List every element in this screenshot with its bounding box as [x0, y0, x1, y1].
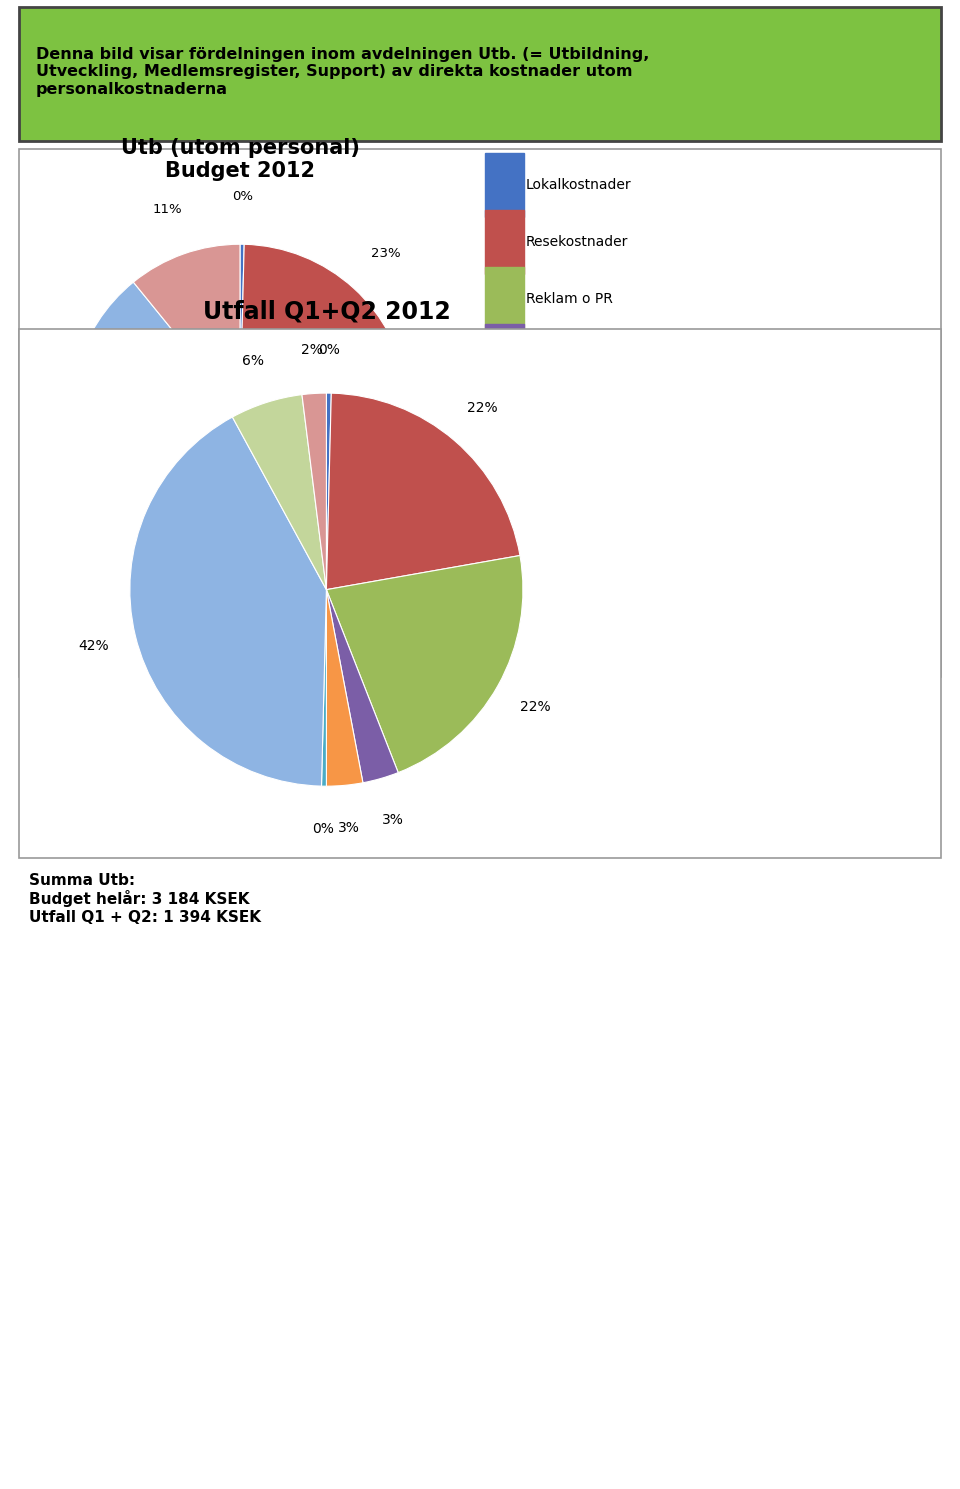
Wedge shape	[302, 393, 326, 590]
Bar	[485, 323, 524, 389]
Text: Externa tjänster: Externa tjänster	[526, 520, 637, 535]
Text: 42%: 42%	[78, 639, 108, 652]
Wedge shape	[326, 555, 523, 773]
Text: Reklam o PR: Reklam o PR	[526, 292, 612, 307]
Wedge shape	[240, 414, 263, 581]
Title: Utfall Q1+Q2 2012: Utfall Q1+Q2 2012	[203, 299, 450, 325]
Text: Styrelse, revisor: Styrelse, revisor	[526, 463, 637, 478]
Text: 0%: 0%	[319, 342, 341, 357]
Text: 6%: 6%	[242, 354, 264, 368]
Wedge shape	[326, 590, 398, 783]
Text: Tele o post: Tele o post	[526, 406, 600, 420]
Wedge shape	[240, 414, 283, 581]
Text: 3%: 3%	[338, 822, 360, 835]
Bar	[485, 152, 524, 217]
Text: Kontorsmaterial: Kontorsmaterial	[526, 348, 636, 363]
Text: 0%: 0%	[251, 622, 272, 634]
Text: 2%: 2%	[272, 619, 293, 631]
Bar	[485, 381, 524, 445]
Wedge shape	[71, 281, 254, 582]
Bar	[485, 210, 524, 274]
Text: 22%: 22%	[468, 401, 498, 415]
Text: Resekostnader: Resekostnader	[526, 235, 628, 249]
Text: Lokalkostnader: endast tillfälligt hyrda lokaler
Tele o post: kostnader inom pro: Lokalkostnader: endast tillfälligt hyrda…	[316, 704, 721, 746]
Text: 0%: 0%	[312, 822, 334, 837]
Wedge shape	[133, 244, 240, 414]
Wedge shape	[240, 244, 408, 414]
Text: Summa Utb:
Budget helår: 3 184 KSEK
Utfall Q1 + Q2: 1 394 KSEK: Summa Utb: Budget helår: 3 184 KSEK Utfa…	[29, 873, 261, 925]
Text: 0%: 0%	[256, 621, 277, 634]
FancyBboxPatch shape	[19, 149, 941, 677]
Text: 11%: 11%	[153, 203, 182, 216]
Wedge shape	[240, 393, 409, 576]
FancyBboxPatch shape	[19, 329, 941, 858]
Bar	[485, 552, 524, 616]
Bar	[485, 267, 524, 332]
Bar	[485, 438, 524, 503]
FancyBboxPatch shape	[19, 7, 941, 141]
Text: 3%: 3%	[382, 813, 404, 826]
Text: Summa andra
kostnadsposter: Summa andra kostnadsposter	[526, 627, 632, 657]
Text: 0%: 0%	[232, 191, 253, 204]
Wedge shape	[240, 414, 259, 582]
Wedge shape	[326, 393, 520, 590]
Wedge shape	[326, 590, 363, 786]
Text: 23%: 23%	[371, 247, 400, 259]
Wedge shape	[326, 393, 331, 590]
Text: Lokalkostnader: Lokalkostnader	[526, 177, 632, 192]
Text: 22%: 22%	[520, 700, 551, 713]
Text: Övriga externa kostnader: Övriga externa kostnader	[526, 576, 704, 593]
Title: Utb (utom personal)
Budget 2012: Utb (utom personal) Budget 2012	[121, 138, 359, 182]
Text: Denna bild visar fördelningen inom avdelningen Utb. (= Utbildning,
Utveckling, M: Denna bild visar fördelningen inom avdel…	[36, 46, 649, 97]
Bar	[485, 609, 524, 675]
Text: 41%: 41%	[25, 488, 55, 500]
Wedge shape	[232, 395, 326, 590]
Wedge shape	[130, 417, 326, 786]
Text: 23%: 23%	[404, 529, 434, 541]
Wedge shape	[240, 244, 244, 414]
Wedge shape	[322, 590, 326, 786]
Text: 2%: 2%	[300, 344, 323, 357]
Bar	[485, 494, 524, 560]
